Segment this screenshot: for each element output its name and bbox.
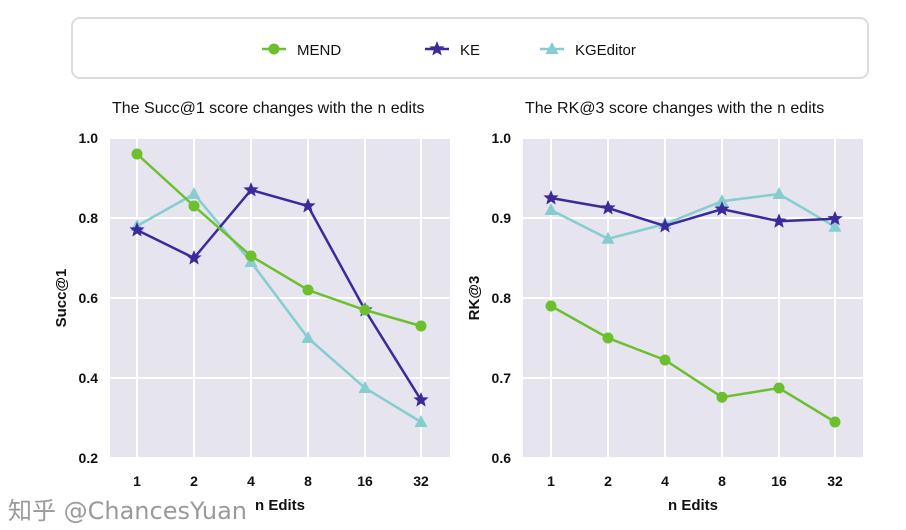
data-point xyxy=(773,382,785,394)
data-point xyxy=(243,182,259,197)
x-tick-label: 4 xyxy=(247,473,255,489)
data-point xyxy=(715,194,729,207)
series-line xyxy=(136,153,422,328)
x-tick-label: 32 xyxy=(413,473,429,489)
legend-item-kgeditor: KGEditor xyxy=(540,42,636,59)
data-point xyxy=(602,332,614,344)
data-point xyxy=(601,231,615,244)
x-tick-label: 1 xyxy=(133,473,141,489)
data-point xyxy=(300,198,316,213)
data-point xyxy=(414,415,428,427)
series-mend xyxy=(545,300,841,428)
data-point xyxy=(187,187,201,199)
y-tick-label: 0.8 xyxy=(492,290,512,306)
data-point xyxy=(415,320,427,332)
data-point xyxy=(186,250,202,265)
series-ke xyxy=(543,190,843,233)
x-tick-label: 8 xyxy=(718,473,726,489)
data-point xyxy=(772,187,786,199)
y-tick-label: 0.9 xyxy=(492,210,512,226)
series-line xyxy=(550,196,836,228)
x-tick-label: 16 xyxy=(771,473,787,489)
data-point xyxy=(600,200,616,215)
series-line xyxy=(136,192,422,424)
legend-box xyxy=(71,17,869,79)
data-point xyxy=(714,201,730,216)
data-point xyxy=(544,203,558,215)
data-point xyxy=(543,190,559,205)
data-point xyxy=(659,354,671,366)
series-mend xyxy=(131,148,427,332)
y-tick-label: 1.0 xyxy=(79,130,99,146)
legend-item-ke: KE xyxy=(425,41,480,59)
watermark: 知乎 @ChancesYuan xyxy=(8,497,248,525)
y-tick-label: 0.7 xyxy=(492,370,512,386)
legend-label: MEND xyxy=(297,42,341,59)
data-point xyxy=(657,218,673,233)
y-tick-label: 0.2 xyxy=(79,450,99,466)
series-line xyxy=(550,192,836,241)
data-point xyxy=(129,222,145,237)
data-point xyxy=(131,148,143,160)
series-line xyxy=(136,188,423,401)
x-tick-label: 32 xyxy=(827,473,843,489)
legend-marker-triangle xyxy=(545,42,559,54)
data-point xyxy=(829,416,841,428)
data-point xyxy=(413,392,429,407)
data-point xyxy=(358,381,372,393)
x-tick-label: 2 xyxy=(190,473,198,489)
chart-panel-2: The RK@3 score changes with the n edits 0… xyxy=(466,99,863,514)
data-point xyxy=(828,219,842,232)
x-tick-label: 8 xyxy=(304,473,312,489)
chart-title: The RK@3 score changes with the n edits xyxy=(525,99,824,117)
data-point xyxy=(302,284,314,296)
legend-item-mend: MEND xyxy=(262,42,341,59)
x-tick-label: 4 xyxy=(661,473,669,489)
data-point xyxy=(716,391,728,403)
legend-marker-star xyxy=(429,41,445,56)
data-point xyxy=(827,210,843,226)
x-axis-label: n Edits xyxy=(668,497,718,514)
chart-title: The Succ@1 score changes with the n edit… xyxy=(112,99,425,117)
chart-panel-1: The Succ@1 score changes with the n edit… xyxy=(53,99,450,514)
y-tick-label: 0.4 xyxy=(79,370,99,386)
y-tick-label: 1.0 xyxy=(492,130,512,146)
x-tick-label: 2 xyxy=(604,473,612,489)
data-point xyxy=(359,304,371,316)
y-tick-label: 0.6 xyxy=(492,450,512,466)
x-tick-label: 16 xyxy=(357,473,373,489)
legend: MEND KE KGEditor xyxy=(71,17,869,79)
data-point xyxy=(771,213,787,228)
y-axis-label: Succ@1 xyxy=(53,269,70,328)
legend-label: KGEditor xyxy=(575,42,636,59)
data-point xyxy=(301,331,315,343)
series-line xyxy=(550,304,836,424)
legend-label: KE xyxy=(460,42,480,59)
data-point xyxy=(545,300,557,312)
data-point xyxy=(188,200,200,212)
y-axis-label: RK@3 xyxy=(466,276,483,321)
data-point xyxy=(245,250,257,262)
x-tick-label: 1 xyxy=(547,473,555,489)
legend-marker-circle xyxy=(268,43,280,55)
y-tick-label: 0.6 xyxy=(79,290,99,306)
y-tick-label: 0.8 xyxy=(79,210,99,226)
x-axis-label: n Edits xyxy=(255,497,305,514)
